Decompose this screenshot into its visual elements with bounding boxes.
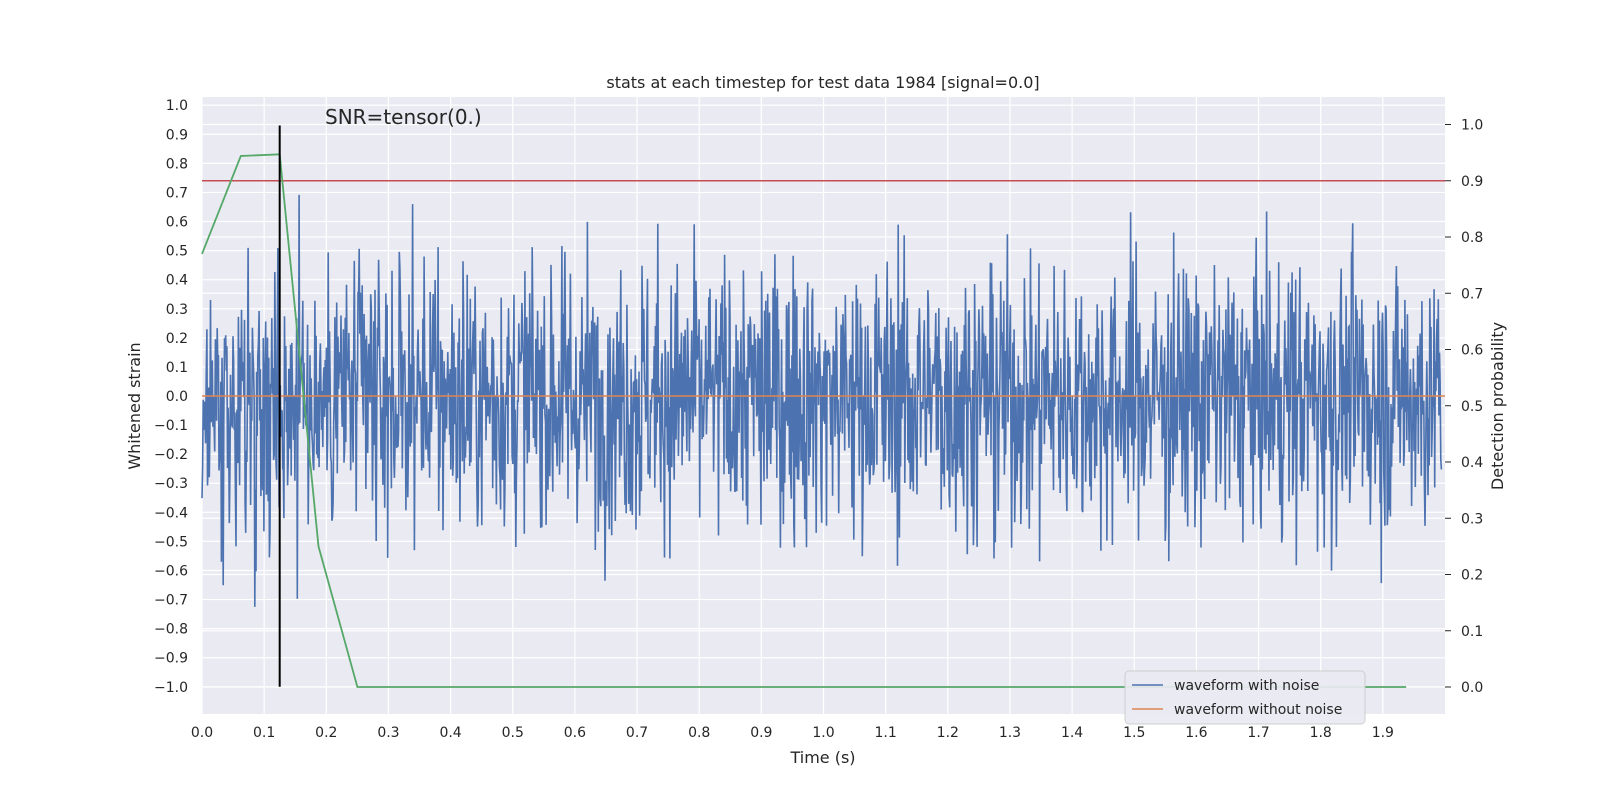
y-axis-right-label: Detection probability	[1488, 322, 1507, 490]
y-left-tick-label: 0.0	[166, 389, 188, 405]
y-left-tick-label: −0.9	[154, 651, 188, 667]
y-right-tick-label: 0.7	[1461, 286, 1483, 302]
y-left-tick-label: 1.0	[166, 98, 188, 114]
y-left-tick-label: −0.8	[154, 622, 188, 638]
y-right-tick-label: 0.5	[1461, 399, 1483, 415]
y-right-tick-label: 0.4	[1461, 455, 1483, 471]
snr-annotation: SNR=tensor(0.)	[325, 105, 482, 129]
x-tick-label: 1.1	[875, 725, 897, 741]
y-left-tick-label: −0.4	[154, 505, 188, 521]
legend: waveform with noise waveform without noi…	[1124, 670, 1366, 725]
x-tick-label: 0.8	[688, 725, 710, 741]
y-axis-right-ticks: 1.0 0.9 0.8 0.7 0.6 0.5 0.4 0.3 0.2 0.1 0.0	[1445, 118, 1483, 696]
legend-label-noise: waveform with noise	[1174, 678, 1319, 694]
y-left-tick-label: −0.2	[154, 447, 188, 463]
y-right-tick-label: 1.0	[1461, 118, 1483, 134]
y-left-tick-label: 0.8	[166, 156, 188, 172]
x-tick-label: 1.0	[812, 725, 834, 741]
x-tick-label: 1.5	[1123, 725, 1145, 741]
y-left-tick-label: −0.3	[154, 476, 188, 492]
y-axis-left-ticks: 1.0 0.9 0.8 0.7 0.6 0.5 0.4 0.3 0.2 0.1 0.0 −0.1 −0.…	[154, 98, 188, 696]
x-tick-label: 1.6	[1185, 725, 1207, 741]
y-right-tick-label: 0.9	[1461, 174, 1483, 190]
x-tick-label: 0.0	[191, 725, 213, 741]
y-axis-left-label: Whitened strain	[125, 342, 144, 469]
x-tick-label: 0.3	[377, 725, 399, 741]
y-left-tick-label: 0.6	[166, 215, 188, 231]
x-tick-label: 0.4	[439, 725, 461, 741]
legend-box	[1124, 670, 1366, 725]
y-left-tick-label: −0.6	[154, 563, 188, 579]
y-left-tick-label: −0.5	[154, 534, 188, 550]
y-left-tick-label: 0.2	[166, 331, 188, 347]
x-tick-label: 1.3	[999, 725, 1021, 741]
x-axis-label: Time (s)	[789, 748, 855, 767]
y-left-tick-label: 0.3	[166, 302, 188, 318]
y-right-tick-label: 0.1	[1461, 624, 1483, 640]
x-axis-ticks: 0.0 0.1 0.2 0.3 0.4 0.5 0.6 0.7 0.8 0.9 1.0 1.1 1.2 1…	[191, 725, 1394, 741]
x-tick-label: 0.7	[626, 725, 648, 741]
x-tick-label: 1.7	[1247, 725, 1269, 741]
x-tick-label: 0.6	[564, 725, 586, 741]
x-tick-label: 0.9	[750, 725, 772, 741]
y-left-tick-label: −1.0	[154, 680, 188, 696]
y-right-tick-label: 0.6	[1461, 343, 1483, 359]
y-left-tick-label: −0.1	[154, 418, 188, 434]
x-tick-label: 1.8	[1310, 725, 1332, 741]
x-tick-label: 1.4	[1061, 725, 1083, 741]
y-left-tick-label: 0.4	[166, 273, 188, 289]
y-right-tick-label: 0.3	[1461, 511, 1483, 527]
y-left-tick-label: −0.7	[154, 593, 188, 609]
x-tick-label: 1.2	[937, 725, 959, 741]
y-right-tick-label: 0.8	[1461, 230, 1483, 246]
y-right-tick-label: 0.2	[1461, 568, 1483, 584]
x-tick-label: 0.1	[253, 725, 275, 741]
x-tick-label: 1.9	[1372, 725, 1394, 741]
y-left-tick-label: 0.1	[166, 360, 188, 376]
chart-title: stats at each timestep for test data 198…	[606, 73, 1039, 92]
x-tick-label: 0.5	[502, 725, 524, 741]
y-right-tick-label: 0.0	[1461, 680, 1483, 696]
y-left-tick-label: 0.5	[166, 244, 188, 260]
legend-label-clean: waveform without noise	[1174, 702, 1342, 718]
y-left-tick-label: 0.7	[166, 185, 188, 201]
y-left-tick-label: 0.9	[166, 127, 188, 143]
x-tick-label: 0.2	[315, 725, 337, 741]
